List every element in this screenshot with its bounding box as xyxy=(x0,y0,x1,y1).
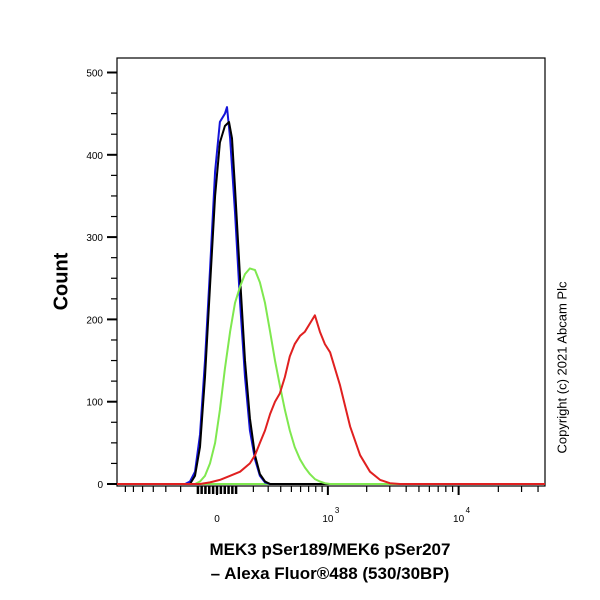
x-axis-label-line2: – Alexa Fluor®488 (530/30BP) xyxy=(210,564,450,583)
x-tick-label: 10 xyxy=(453,514,465,525)
series-line-2 xyxy=(117,267,545,485)
y-tick-label: 100 xyxy=(86,398,103,409)
x-tick-exponent: 4 xyxy=(466,506,471,515)
y-tick-label: 500 xyxy=(86,69,103,80)
y-axis-label: Count xyxy=(50,252,73,311)
x-axis-label-line1: MEK3 pSer189/MEK6 pSer207 xyxy=(209,540,451,559)
series-line-0 xyxy=(117,106,545,485)
y-tick-label: 400 xyxy=(86,151,103,162)
x-tick-exponent: 3 xyxy=(335,506,340,515)
series-line-1 xyxy=(117,120,545,485)
x-tick-label: 0 xyxy=(214,514,220,525)
plot-frame xyxy=(116,57,546,487)
y-tick-label: 300 xyxy=(86,233,103,244)
y-tick-label: 0 xyxy=(97,480,103,491)
copyright-text: Copyright (c) 2021 Abcam Plc xyxy=(554,281,570,454)
series-line-3 xyxy=(117,314,545,485)
y-tick-label: 200 xyxy=(86,315,103,326)
x-tick-label: 10 xyxy=(322,514,334,525)
